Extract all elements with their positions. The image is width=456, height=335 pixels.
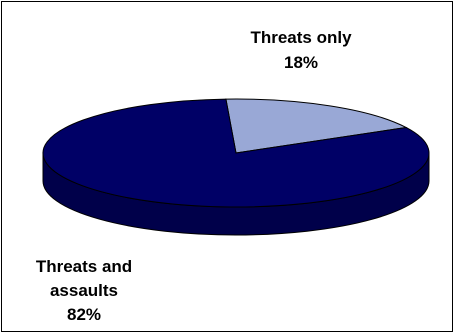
slice-label-threats-and-assaults-line1: Threats and [36, 257, 132, 276]
pie-slice-threats-only [225, 98, 408, 154]
slice-label-threats-and-assaults-line2: assaults [50, 281, 118, 300]
pie-top [42, 98, 430, 208]
label-threats-only: Threats only 18% [250, 28, 352, 72]
pie-slice-threats-and-assaults [42, 98, 430, 208]
label-threats-and-assaults: Threats and assaults 82% [36, 257, 132, 324]
slice-label-threats-only-name: Threats only [250, 28, 352, 47]
slice-label-threats-and-assaults-value: 82% [67, 305, 101, 324]
slice-label-threats-only-value: 18% [284, 53, 318, 72]
